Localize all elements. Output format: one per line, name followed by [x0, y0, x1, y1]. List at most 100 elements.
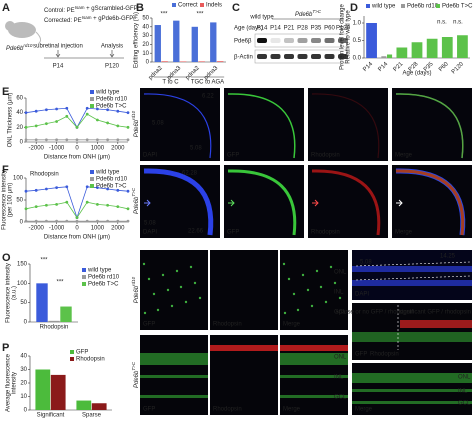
point: [106, 203, 109, 207]
channel-label: Merge: [355, 407, 373, 413]
channel-label: Merge: [395, 153, 413, 159]
label: subretinal injection: [33, 44, 83, 50]
channel-label: DAPI: [143, 153, 157, 159]
region-label: sparse or no GFP / rhodopsin: [336, 310, 415, 316]
point: [96, 219, 99, 223]
point: [75, 125, 79, 129]
bar: [387, 54, 393, 58]
x-tick-label: 1000: [91, 146, 105, 152]
text-part: Pde6b: [6, 46, 24, 52]
layer-band: [210, 345, 278, 351]
group-label: T to C: [162, 80, 179, 86]
significance: ***: [160, 12, 168, 18]
text-part: + gPde6b-GFP: [91, 16, 133, 22]
blot-frame: [254, 49, 348, 64]
row-label: Pde6bT>C: [131, 361, 139, 388]
cell: [175, 269, 179, 273]
band: [297, 38, 308, 43]
label: Corrected: PEIsam + gPde6b-GFP: [44, 15, 133, 23]
bar: [381, 56, 387, 58]
layer-band: [280, 375, 348, 378]
point: [96, 203, 99, 206]
band: [257, 38, 267, 43]
panel-letter: E: [2, 86, 9, 98]
legend-label: Indels: [206, 3, 222, 9]
band: [338, 38, 348, 43]
point: [126, 207, 130, 211]
point: [126, 111, 130, 115]
label: P120: [105, 64, 120, 70]
x-tick-label: Significant: [37, 413, 65, 419]
arrow: [228, 199, 235, 207]
significance: ***: [196, 12, 204, 18]
cell: [310, 304, 314, 308]
bar: [210, 22, 217, 62]
y-tick-label: 20: [142, 42, 149, 48]
point: [96, 118, 99, 122]
channel-label: Rhodopsin: [213, 322, 242, 328]
point: [24, 138, 28, 142]
bar: [60, 306, 72, 322]
layer-label: INL: [458, 389, 468, 395]
point: [45, 122, 48, 126]
legend-swatch: [82, 275, 86, 279]
point: [126, 138, 130, 142]
region-label: significant GFP / rhodopsin: [399, 310, 471, 316]
y-axis-label: Protein level fold change: [340, 3, 346, 69]
point: [106, 108, 109, 112]
arrow: [144, 199, 151, 207]
channel-label: Rhodopsin: [213, 407, 242, 413]
point: [85, 219, 89, 223]
legend-swatch: [200, 3, 204, 7]
point: [34, 188, 38, 192]
label: Pde6brd10: [6, 43, 33, 51]
y-tick-label: 50: [142, 16, 149, 22]
channel-label: Rhodopsin: [370, 352, 399, 358]
row-label: Pde6brd10: [131, 276, 139, 303]
point: [96, 138, 99, 142]
y-tick-label: 60: [16, 96, 23, 102]
bar: [366, 23, 377, 58]
measurement: 22.66: [188, 229, 204, 235]
layer-band: [352, 266, 472, 272]
channel-label: GFP: [355, 352, 367, 358]
cell: [324, 300, 328, 304]
y-tick-label: 50: [16, 198, 23, 204]
point: [126, 189, 130, 193]
arrow: [55, 50, 115, 58]
micrograph: [352, 303, 472, 360]
point: [55, 107, 58, 111]
channel-label: DAPI: [355, 292, 369, 298]
layer-band: [352, 332, 472, 342]
legend-label: Pde6b T>C: [96, 184, 127, 190]
cell: [283, 311, 287, 315]
label: wild type: [249, 15, 274, 21]
point: [75, 219, 79, 223]
band: [270, 38, 281, 43]
retina-layer: [143, 93, 212, 159]
bar: [35, 369, 51, 410]
label: β-Actin: [234, 55, 253, 61]
retina-layer: [311, 169, 381, 236]
legend-label: wild type: [87, 268, 112, 274]
point: [65, 138, 69, 142]
bar: [411, 42, 423, 58]
significance: n.s.: [453, 20, 463, 26]
legend-swatch: [90, 177, 94, 181]
point: [106, 219, 109, 223]
y-axis-label: intensity: [12, 372, 18, 394]
cell: [161, 273, 165, 277]
x-tick-label: 0: [75, 226, 79, 232]
y-axis-label: Relative to wild type: [346, 10, 352, 64]
x-tick-label: Sparse: [82, 413, 102, 419]
x-axis-label: Distance from ONH (μm): [44, 155, 110, 161]
panel-letter: C: [232, 2, 240, 14]
cell: [147, 277, 151, 281]
point: [34, 109, 38, 113]
point: [45, 108, 48, 112]
point: [55, 219, 58, 223]
text-part: Control: PE: [44, 8, 75, 14]
bar: [173, 20, 180, 62]
legend-swatch: [172, 3, 176, 7]
measurement: 14.25: [440, 254, 456, 260]
